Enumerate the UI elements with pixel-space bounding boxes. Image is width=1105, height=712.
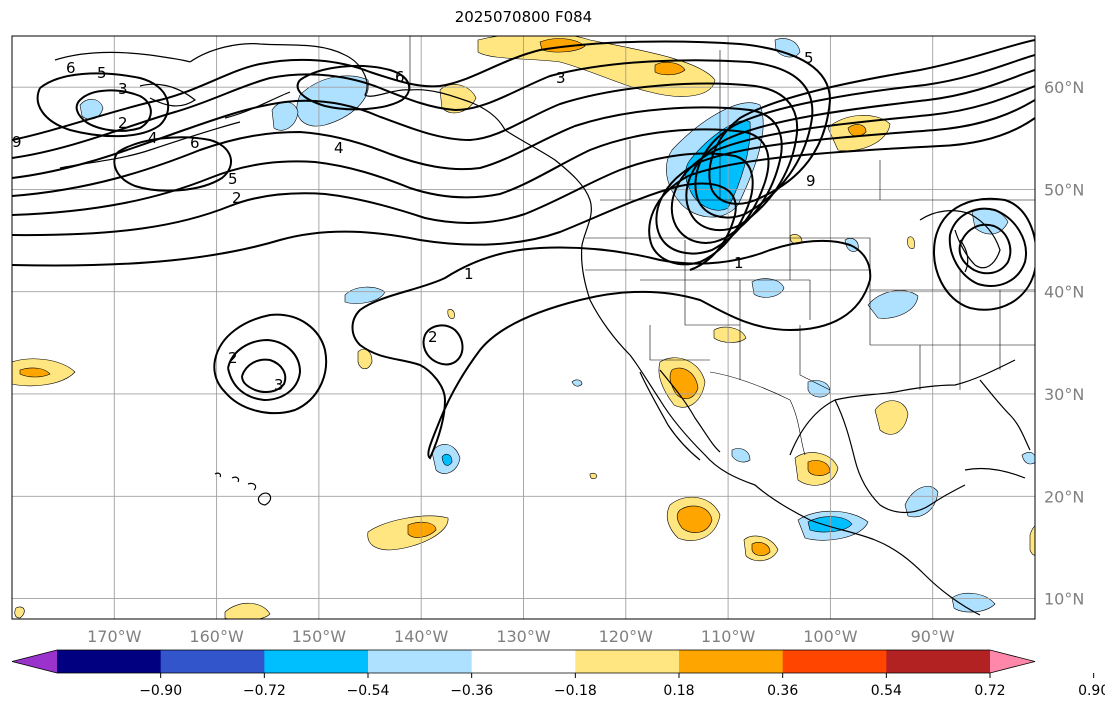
contour-label: 2 [118, 114, 128, 132]
colorbar-extend-high [990, 650, 1035, 673]
positive-anomaly-region [357, 349, 373, 370]
contour-label: 5 [228, 170, 238, 188]
latitude-tick-label: 50°N [1044, 180, 1084, 199]
contour-label: 3 [118, 80, 128, 98]
colorbar [11, 649, 1036, 674]
colorbar-tick-label: −0.18 [554, 683, 597, 699]
colorbar-tick-label: 0.18 [663, 683, 694, 699]
map-title: 2025070800 F084 [454, 8, 593, 26]
contour-label: 3 [556, 69, 566, 87]
contour-label: 1 [464, 265, 474, 283]
colorbar-segment [471, 650, 576, 673]
contour-label: 3 [274, 376, 284, 394]
positive-anomaly-core [751, 542, 771, 556]
colorbar-tick-label: 0.72 [974, 683, 1005, 699]
positive-anomaly-region [439, 84, 477, 114]
negative-anomaly-region [867, 290, 919, 319]
colorbar-tick-label: 0.36 [767, 683, 798, 699]
colorbar-tick-label: −0.72 [243, 683, 286, 699]
negative-anomaly-region [751, 278, 785, 298]
contour-label: 2 [228, 349, 238, 367]
longitude-tick-label: 120°W [599, 627, 654, 646]
latitude-labels: 60°N 50°N 40°N 30°N 20°N 10°N [1044, 78, 1084, 608]
colorbar-segment [679, 650, 784, 673]
contour-label: 2 [428, 328, 438, 346]
contour-labels: 6 5 3 2 9 4 6 5 2 4 6 3 5 1 9 1 2 2 3 [12, 49, 816, 394]
contour-label: 6 [66, 59, 76, 77]
negative-anomaly-core [441, 453, 453, 466]
contour-label: 5 [804, 49, 814, 67]
positive-anomaly-region [224, 602, 271, 619]
colorbar-tick-label: −0.90 [139, 683, 182, 699]
positive-anomaly-region [447, 309, 455, 319]
colorbar-segment [57, 650, 162, 673]
longitude-labels: 170°W 160°W 150°W 140°W 130°W 120°W 110°W 100°W… [87, 627, 955, 646]
longitude-tick-label: 160°W [189, 627, 244, 646]
latitude-tick-label: 40°N [1044, 283, 1084, 302]
longitude-tick-label: 90°W [911, 627, 955, 646]
negative-anomaly-region [951, 592, 996, 613]
positive-anomaly-region [1029, 525, 1035, 556]
positive-anomaly-core [654, 61, 686, 76]
contour-label: 2 [232, 189, 242, 207]
contour-label: 6 [395, 68, 405, 86]
colorbar-outline [11, 649, 1036, 674]
longitude-tick-label: 140°W [394, 627, 449, 646]
positive-anomaly-region [874, 400, 909, 435]
longitude-tick-label: 110°W [701, 627, 756, 646]
colorbar-segment [782, 650, 887, 673]
latitude-tick-label: 30°N [1044, 385, 1084, 404]
positive-anomaly-region [713, 326, 747, 343]
colorbar-tick-label: −0.36 [450, 683, 493, 699]
positive-anomaly-core [19, 367, 51, 378]
contour-label: 9 [806, 172, 816, 190]
colorbar-extend-low [12, 650, 57, 673]
contour-label: 4 [334, 139, 344, 157]
colorbar-segment [575, 650, 680, 673]
positive-anomaly-core [847, 124, 867, 137]
positive-anomaly-region [907, 236, 915, 249]
negative-anomaly-region [79, 99, 104, 120]
positive-anomaly-core [676, 505, 713, 533]
map-frame [11, 35, 1036, 620]
colorbar-tick-labels: −0.90 −0.72 −0.54 −0.36 −0.18 0.18 0.36 0.54 0.7… [139, 673, 1105, 699]
positive-anomaly-core [407, 521, 437, 538]
latitude-tick-label: 10°N [1044, 590, 1084, 609]
longitude-tick-label: 170°W [87, 627, 142, 646]
colorbar-segment [264, 650, 369, 673]
latitude-tick-label: 20°N [1044, 487, 1084, 506]
negative-anomaly-region [571, 379, 583, 387]
longitude-tick-label: 100°W [803, 627, 858, 646]
negative-anomaly-region [904, 486, 939, 518]
positive-anomaly-region [14, 606, 25, 619]
contour-label: 6 [190, 134, 200, 152]
latitude-tick-label: 60°N [1044, 78, 1084, 97]
contour-label: 9 [12, 133, 22, 151]
colorbar-tick-label: −0.54 [347, 683, 390, 699]
contour-label: 1 [734, 254, 744, 272]
negative-anomaly-region [1021, 452, 1035, 465]
longitude-tick-label: 150°W [292, 627, 347, 646]
longitude-tick-label: 130°W [496, 627, 551, 646]
colorbar-segment [886, 650, 991, 673]
contour-label: 4 [148, 129, 158, 147]
positive-anomaly-region [589, 472, 597, 480]
colorbar-segment [368, 650, 473, 673]
colorbar-tick-label: 0.54 [871, 683, 902, 699]
negative-anomaly-region [731, 448, 751, 463]
contour-label: 5 [97, 64, 107, 82]
contour-lines [12, 39, 1035, 460]
colorbar-tick-label: 0.90 [1078, 683, 1105, 699]
colorbar-segment [160, 650, 265, 673]
